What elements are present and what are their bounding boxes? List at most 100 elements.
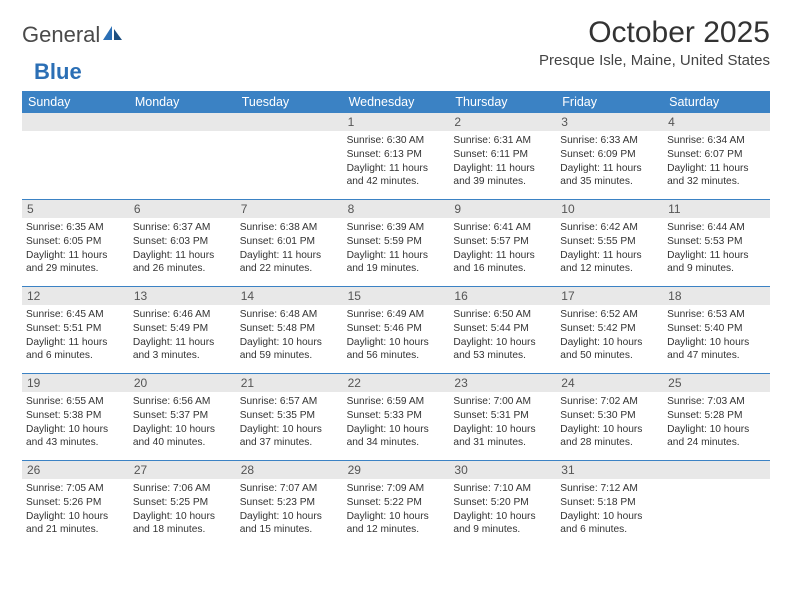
day-detail-line: Sunrise: 6:34 AM bbox=[667, 134, 766, 148]
day-details: Sunrise: 7:12 AMSunset: 5:18 PMDaylight:… bbox=[560, 482, 659, 537]
day-detail-line: Daylight: 11 hours bbox=[453, 249, 552, 263]
day-detail-line: and 18 minutes. bbox=[133, 523, 232, 537]
logo-sail-icon bbox=[102, 24, 124, 47]
day-detail-line: and 16 minutes. bbox=[453, 262, 552, 276]
day-cell: 21Sunrise: 6:57 AMSunset: 5:35 PMDayligh… bbox=[236, 374, 343, 460]
day-detail-line: and 15 minutes. bbox=[240, 523, 339, 537]
day-detail-line: Sunset: 5:26 PM bbox=[26, 496, 125, 510]
day-details: Sunrise: 6:33 AMSunset: 6:09 PMDaylight:… bbox=[560, 134, 659, 189]
day-details: Sunrise: 6:46 AMSunset: 5:49 PMDaylight:… bbox=[133, 308, 232, 363]
day-number: 8 bbox=[343, 200, 450, 218]
day-detail-line: and 37 minutes. bbox=[240, 436, 339, 450]
weeks-container: 1Sunrise: 6:30 AMSunset: 6:13 PMDaylight… bbox=[22, 113, 770, 547]
day-details: Sunrise: 7:07 AMSunset: 5:23 PMDaylight:… bbox=[240, 482, 339, 537]
day-detail-line: Sunrise: 6:52 AM bbox=[560, 308, 659, 322]
day-detail-line: Sunset: 5:20 PM bbox=[453, 496, 552, 510]
day-detail-line: Daylight: 10 hours bbox=[560, 510, 659, 524]
day-details: Sunrise: 6:39 AMSunset: 5:59 PMDaylight:… bbox=[347, 221, 446, 276]
day-number: 4 bbox=[663, 113, 770, 131]
day-detail-line: Sunrise: 6:38 AM bbox=[240, 221, 339, 235]
day-number: 5 bbox=[22, 200, 129, 218]
day-detail-line: Sunrise: 7:03 AM bbox=[667, 395, 766, 409]
day-details: Sunrise: 6:38 AMSunset: 6:01 PMDaylight:… bbox=[240, 221, 339, 276]
day-detail-line: and 3 minutes. bbox=[133, 349, 232, 363]
day-detail-line: and 9 minutes. bbox=[667, 262, 766, 276]
day-cell: 17Sunrise: 6:52 AMSunset: 5:42 PMDayligh… bbox=[556, 287, 663, 373]
day-detail-line: and 35 minutes. bbox=[560, 175, 659, 189]
day-detail-line: Daylight: 10 hours bbox=[347, 336, 446, 350]
day-details: Sunrise: 6:35 AMSunset: 6:05 PMDaylight:… bbox=[26, 221, 125, 276]
day-detail-line: Sunrise: 7:09 AM bbox=[347, 482, 446, 496]
day-details: Sunrise: 7:05 AMSunset: 5:26 PMDaylight:… bbox=[26, 482, 125, 537]
day-cell bbox=[22, 113, 129, 199]
day-detail-line: Sunset: 5:57 PM bbox=[453, 235, 552, 249]
day-details: Sunrise: 6:42 AMSunset: 5:55 PMDaylight:… bbox=[560, 221, 659, 276]
day-headers-row: Sunday Monday Tuesday Wednesday Thursday… bbox=[22, 91, 770, 113]
day-detail-line: and 59 minutes. bbox=[240, 349, 339, 363]
day-detail-line: and 31 minutes. bbox=[453, 436, 552, 450]
day-detail-line: Sunrise: 7:02 AM bbox=[560, 395, 659, 409]
day-number: 25 bbox=[663, 374, 770, 392]
day-header-fri: Friday bbox=[556, 91, 663, 113]
day-cell: 1Sunrise: 6:30 AMSunset: 6:13 PMDaylight… bbox=[343, 113, 450, 199]
day-detail-line: and 56 minutes. bbox=[347, 349, 446, 363]
day-details: Sunrise: 7:00 AMSunset: 5:31 PMDaylight:… bbox=[453, 395, 552, 450]
day-number: 30 bbox=[449, 461, 556, 479]
day-header-wed: Wednesday bbox=[343, 91, 450, 113]
day-number bbox=[22, 113, 129, 131]
day-cell: 9Sunrise: 6:41 AMSunset: 5:57 PMDaylight… bbox=[449, 200, 556, 286]
day-details: Sunrise: 6:55 AMSunset: 5:38 PMDaylight:… bbox=[26, 395, 125, 450]
day-details: Sunrise: 7:10 AMSunset: 5:20 PMDaylight:… bbox=[453, 482, 552, 537]
day-cell: 22Sunrise: 6:59 AMSunset: 5:33 PMDayligh… bbox=[343, 374, 450, 460]
logo-text-blue: Blue bbox=[34, 59, 82, 85]
day-detail-line: Sunset: 5:31 PM bbox=[453, 409, 552, 423]
week-row: 19Sunrise: 6:55 AMSunset: 5:38 PMDayligh… bbox=[22, 374, 770, 461]
day-detail-line: and 28 minutes. bbox=[560, 436, 659, 450]
day-detail-line: Sunrise: 7:06 AM bbox=[133, 482, 232, 496]
day-detail-line: Sunset: 5:55 PM bbox=[560, 235, 659, 249]
day-detail-line: Sunset: 6:01 PM bbox=[240, 235, 339, 249]
day-detail-line: Daylight: 10 hours bbox=[560, 423, 659, 437]
day-number: 27 bbox=[129, 461, 236, 479]
day-cell: 15 Sunrise: 6:49 AMSunset: 5:46 PMDayligh… bbox=[343, 287, 450, 373]
day-detail-line: and 53 minutes. bbox=[453, 349, 552, 363]
day-number: 28 bbox=[236, 461, 343, 479]
day-detail-line: Sunset: 6:07 PM bbox=[667, 148, 766, 162]
day-detail-line: Sunset: 5:51 PM bbox=[26, 322, 125, 336]
day-details: Sunrise: 6:49 AMSunset: 5:46 PMDaylight:… bbox=[347, 308, 446, 363]
day-detail-line: and 6 minutes. bbox=[26, 349, 125, 363]
day-detail-line: and 6 minutes. bbox=[560, 523, 659, 537]
day-detail-line: Daylight: 11 hours bbox=[26, 336, 125, 350]
day-detail-line: Daylight: 11 hours bbox=[133, 249, 232, 263]
day-number: 31 bbox=[556, 461, 663, 479]
day-number: 3 bbox=[556, 113, 663, 131]
day-detail-line: and 47 minutes. bbox=[667, 349, 766, 363]
day-detail-line: Daylight: 11 hours bbox=[453, 162, 552, 176]
day-detail-line: Daylight: 10 hours bbox=[453, 423, 552, 437]
day-cell: 7Sunrise: 6:38 AMSunset: 6:01 PMDaylight… bbox=[236, 200, 343, 286]
day-cell: 12Sunrise: 6:45 AMSunset: 5:51 PMDayligh… bbox=[22, 287, 129, 373]
day-cell: 13Sunrise: 6:46 AMSunset: 5:49 PMDayligh… bbox=[129, 287, 236, 373]
day-detail-line: Daylight: 10 hours bbox=[453, 510, 552, 524]
day-detail-line: and 19 minutes. bbox=[347, 262, 446, 276]
day-cell bbox=[236, 113, 343, 199]
day-detail-line: and 26 minutes. bbox=[133, 262, 232, 276]
day-cell: 10Sunrise: 6:42 AMSunset: 5:55 PMDayligh… bbox=[556, 200, 663, 286]
day-detail-line: Daylight: 11 hours bbox=[560, 162, 659, 176]
day-detail-line: Daylight: 10 hours bbox=[453, 336, 552, 350]
day-detail-line: Sunset: 5:38 PM bbox=[26, 409, 125, 423]
day-details: Sunrise: 6:48 AMSunset: 5:48 PMDaylight:… bbox=[240, 308, 339, 363]
day-detail-line: Sunrise: 7:07 AM bbox=[240, 482, 339, 496]
day-detail-line: Daylight: 11 hours bbox=[240, 249, 339, 263]
day-cell: 19Sunrise: 6:55 AMSunset: 5:38 PMDayligh… bbox=[22, 374, 129, 460]
day-number: 15 bbox=[343, 287, 450, 305]
day-details: Sunrise: 7:02 AMSunset: 5:30 PMDaylight:… bbox=[560, 395, 659, 450]
day-detail-line: and 43 minutes. bbox=[26, 436, 125, 450]
logo-text-general: General bbox=[22, 22, 100, 48]
location-subtitle: Presque Isle, Maine, United States bbox=[539, 52, 770, 69]
day-details: Sunrise: 6:44 AMSunset: 5:53 PMDaylight:… bbox=[667, 221, 766, 276]
week-row: 26Sunrise: 7:05 AMSunset: 5:26 PMDayligh… bbox=[22, 461, 770, 547]
day-number bbox=[663, 461, 770, 479]
day-header-sat: Saturday bbox=[663, 91, 770, 113]
day-number: 11 bbox=[663, 200, 770, 218]
